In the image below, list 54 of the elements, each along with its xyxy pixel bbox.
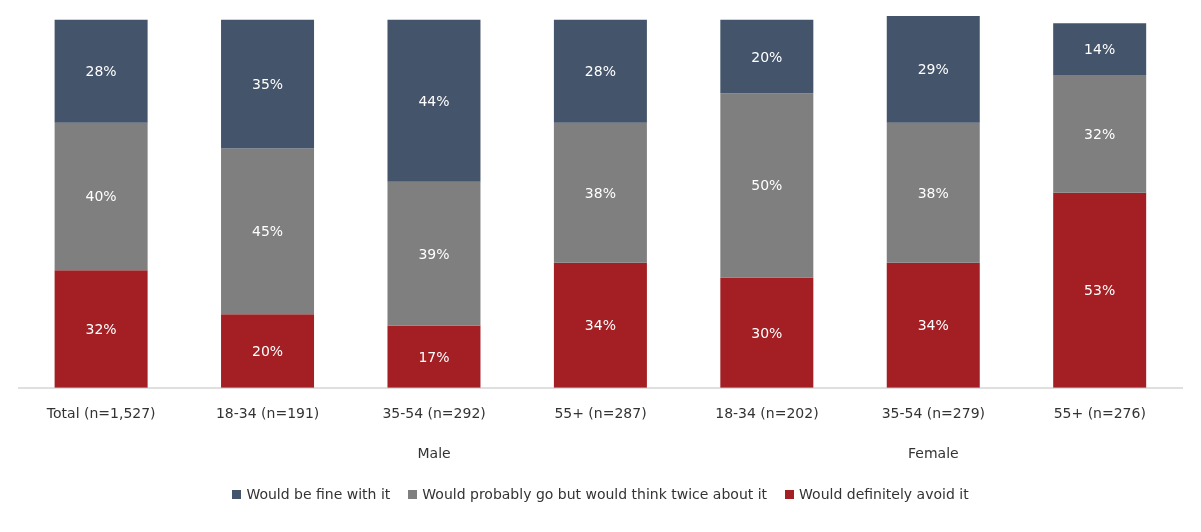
x-tick-label: 35-54 (n=279): [881, 405, 986, 421]
data-label: 28%: [85, 63, 117, 80]
bar: [1053, 74, 1147, 193]
bar: [54, 122, 148, 271]
bar: [387, 19, 481, 182]
bar: [1053, 23, 1147, 75]
data-label: 30%: [751, 324, 783, 341]
data-label: 32%: [1084, 125, 1116, 142]
bar: [886, 122, 980, 263]
text: Male: [417, 445, 451, 461]
bar: [1053, 192, 1147, 388]
text: Female: [908, 445, 959, 461]
legend-label: Would probably go but would think twice about it: [421, 486, 768, 502]
data-label: 50%: [751, 177, 783, 194]
data-label: 38%: [917, 184, 949, 201]
bar: [221, 314, 315, 388]
bar: [553, 122, 647, 263]
bar: [886, 262, 980, 388]
bar: [720, 19, 814, 94]
x-tick-label: 18-34 (n=202): [715, 405, 819, 421]
data-label: 39%: [418, 245, 450, 262]
bar: [720, 93, 814, 278]
x-tick-label: Total (n=1,527): [45, 405, 156, 421]
x-tick-label: 55+ (n=276): [1053, 405, 1146, 421]
bar: [221, 148, 315, 315]
data-label: 17%: [418, 348, 450, 365]
data-label: 34%: [584, 317, 616, 334]
x-tick-label: 55+ (n=287): [554, 405, 647, 421]
bar: [553, 19, 647, 123]
bar: [54, 19, 148, 123]
bar: [553, 262, 647, 388]
data-label: 32%: [85, 321, 117, 338]
bar: [387, 325, 481, 388]
bar: [886, 16, 980, 123]
data-label: 14%: [1084, 41, 1116, 58]
data-label: 35%: [251, 76, 284, 93]
data-label: 53%: [1084, 282, 1116, 299]
legend-label: Would be fine with it: [245, 486, 391, 502]
data-label: 28%: [584, 63, 616, 80]
legend-label: Would definitely avoid it: [798, 486, 969, 502]
bar: [221, 19, 315, 149]
data-label: 38%: [584, 184, 616, 201]
bar: [387, 181, 481, 326]
data-label: 20%: [251, 343, 284, 360]
data-label: 44%: [418, 92, 450, 109]
data-label: 45%: [251, 223, 284, 240]
data-label: 20%: [751, 48, 783, 65]
x-tick-label: 18-34 (n=191): [215, 405, 320, 421]
bar: [720, 277, 814, 388]
data-label: 40%: [85, 188, 117, 205]
x-tick-label: 35-54 (n=292): [382, 405, 486, 421]
bar: [54, 270, 148, 388]
data-label: 34%: [917, 317, 949, 334]
data-label: 29%: [917, 61, 949, 78]
